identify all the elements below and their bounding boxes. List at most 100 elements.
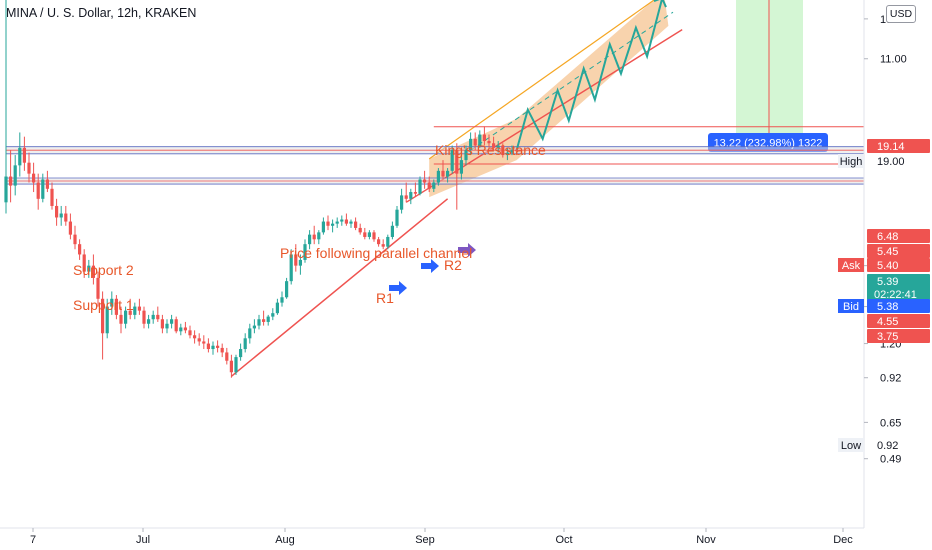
price-tag: 5.38 Bid xyxy=(838,299,930,313)
candle-body xyxy=(160,319,164,329)
candle xyxy=(409,188,413,205)
candle-body xyxy=(262,319,266,322)
candle xyxy=(423,170,427,189)
candle xyxy=(510,145,514,156)
candle-body xyxy=(119,314,123,324)
candle xyxy=(372,230,376,242)
candle xyxy=(418,176,422,196)
candle-body xyxy=(308,234,312,245)
price-tag-bg xyxy=(867,154,930,168)
candle xyxy=(128,298,132,320)
time-axis-bg xyxy=(0,528,864,550)
candle-body xyxy=(82,254,86,272)
candle xyxy=(133,302,137,320)
price-tag-label-bg xyxy=(838,438,864,452)
candle xyxy=(331,219,335,233)
candle-body xyxy=(367,232,371,237)
candle-body xyxy=(478,134,482,146)
candle xyxy=(321,217,325,235)
candle-body xyxy=(179,327,183,332)
candle xyxy=(266,314,270,326)
x-tick-label: 7 xyxy=(30,534,36,546)
candle-body xyxy=(101,298,105,334)
candle-body xyxy=(501,145,505,156)
candle xyxy=(239,343,243,361)
price-tag-bg xyxy=(867,258,930,272)
candle xyxy=(294,244,298,272)
annotations: King's Resistance Price following paralle… xyxy=(73,142,546,313)
candle-body xyxy=(206,343,210,350)
r2-arrow-icon-shape xyxy=(421,259,439,273)
candle xyxy=(78,239,82,260)
candle xyxy=(354,217,358,231)
candle-body xyxy=(193,335,197,339)
candle xyxy=(285,277,289,299)
candle xyxy=(262,310,266,326)
candle-body xyxy=(354,221,358,228)
candle-body xyxy=(446,170,450,177)
price-tag-value: 5.38 xyxy=(877,301,898,313)
candle-body xyxy=(91,265,95,278)
candle xyxy=(275,298,279,315)
x-tick-label: Aug xyxy=(275,534,295,546)
candle-body xyxy=(266,316,270,322)
candle xyxy=(252,319,256,334)
candle-body xyxy=(358,227,362,233)
price-tag-value: 19.00 xyxy=(877,156,905,168)
price-tag-label: Bid xyxy=(843,301,859,313)
candle-body xyxy=(96,277,100,299)
candle xyxy=(501,143,505,158)
candle xyxy=(446,168,450,183)
candle xyxy=(32,162,36,193)
candle xyxy=(515,147,519,156)
candle-body xyxy=(418,179,422,194)
price-tag-bg xyxy=(867,139,930,153)
candles xyxy=(4,0,519,378)
annotation-support-2: Support 2 xyxy=(73,262,134,278)
x-tick-label: Jul xyxy=(136,534,150,546)
price-tag-label-bg xyxy=(838,299,864,313)
candle xyxy=(101,291,105,360)
candle xyxy=(206,338,210,353)
candle xyxy=(119,306,123,334)
price-tag: 4.55 xyxy=(867,314,930,328)
annotation-r2: R2 xyxy=(444,257,462,273)
candle xyxy=(271,308,275,321)
candle xyxy=(377,236,381,247)
candle-body xyxy=(372,232,376,240)
candle-body xyxy=(183,327,187,331)
price-tag-value: 5.40 xyxy=(877,260,898,272)
candle-body xyxy=(413,192,417,194)
candle xyxy=(335,217,339,228)
uptrend-line xyxy=(230,198,449,377)
candle xyxy=(216,340,220,353)
candle xyxy=(13,155,17,196)
candle-body xyxy=(197,338,201,342)
candle xyxy=(105,298,109,339)
candle-body xyxy=(386,236,390,247)
candle xyxy=(505,147,509,161)
candle xyxy=(349,219,353,228)
candle xyxy=(441,160,445,180)
candle-body xyxy=(211,345,215,350)
candle xyxy=(68,213,72,240)
y-tick-label: 11.00 xyxy=(880,54,907,66)
candle xyxy=(358,223,362,235)
candle-body xyxy=(55,205,59,218)
price-tag-label-bg xyxy=(838,258,864,272)
candle-body xyxy=(133,306,137,315)
price-tag-value: 3.75 xyxy=(877,331,898,343)
candle-body xyxy=(128,310,132,315)
candle xyxy=(22,136,26,171)
symbol-title[interactable]: MINA / U. S. Dollar, 12h, KRAKEN xyxy=(6,6,197,20)
candle xyxy=(183,321,187,334)
currency-button[interactable]: USD xyxy=(886,5,916,23)
candle-body xyxy=(41,179,45,199)
candle xyxy=(496,141,500,153)
price-tag-bg xyxy=(867,438,930,452)
candle xyxy=(492,136,496,151)
candle-body xyxy=(78,244,82,255)
candle xyxy=(64,205,68,226)
